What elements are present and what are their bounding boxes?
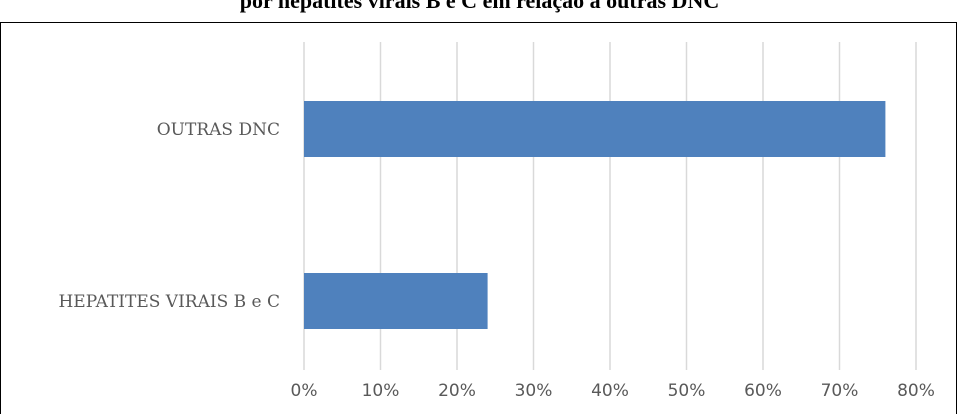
category-labels: OUTRAS DNC HEPATITES VIRAIS B e C	[58, 120, 280, 312]
chart-title: por hepatites virais B e C em relação a …	[239, 0, 720, 13]
bars	[304, 101, 886, 329]
x-axis-tick-labels: 0% 10% 20% 30% 40% 50% 60% 70% 80%	[291, 381, 935, 401]
x-tick-label: 80%	[897, 381, 935, 401]
bar	[304, 273, 488, 329]
x-tick-label: 50%	[668, 381, 706, 401]
x-tick-label: 60%	[744, 381, 782, 401]
x-tick-label: 10%	[362, 381, 400, 401]
x-tick-label: 30%	[515, 381, 553, 401]
category-label: HEPATITES VIRAIS B e C	[58, 292, 280, 312]
x-tick-label: 20%	[438, 381, 476, 401]
chart-frame	[0, 22, 957, 414]
x-tick-label: 70%	[821, 381, 859, 401]
x-tick-label: 40%	[591, 381, 629, 401]
bar	[304, 101, 886, 157]
x-tick-label: 0%	[291, 381, 318, 401]
category-label: OUTRAS DNC	[157, 120, 280, 140]
